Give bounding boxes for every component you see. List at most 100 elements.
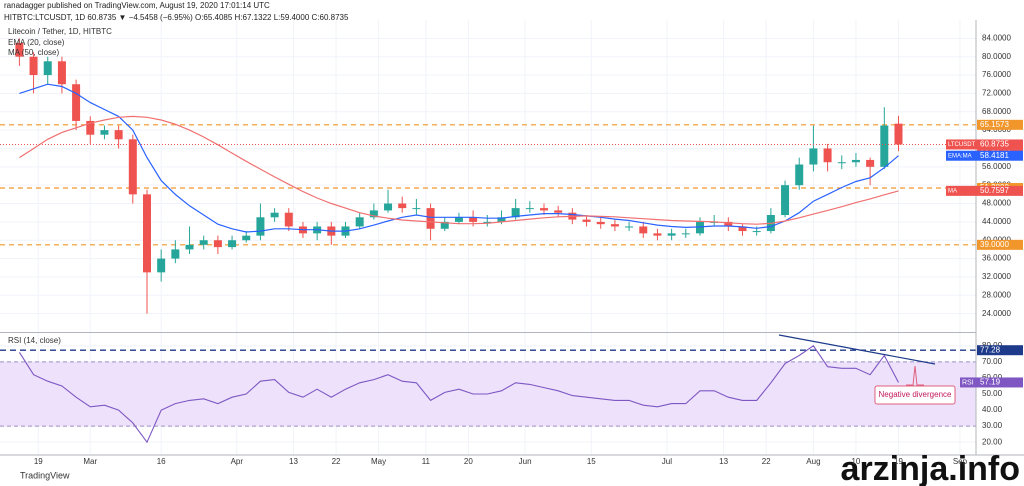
candle-body xyxy=(284,212,293,227)
rsi-badge-name: RSI xyxy=(962,379,974,386)
watermark: arzinja.info xyxy=(841,450,1020,486)
candle-body xyxy=(724,221,733,227)
x-tick-label: 13 xyxy=(719,457,728,466)
x-tick-label: 22 xyxy=(332,457,341,466)
rsi-badge-name-box xyxy=(960,377,977,388)
candle-body xyxy=(752,231,761,233)
candle-body xyxy=(681,233,690,235)
candle-body xyxy=(199,240,208,245)
candle-body xyxy=(213,240,222,248)
badge-name: LTCUSDT xyxy=(948,142,976,148)
candle-body xyxy=(384,203,393,211)
candle-body xyxy=(866,159,875,167)
legend-ema: EMA (20, close) xyxy=(8,38,65,47)
rsi-line xyxy=(18,345,899,444)
candle-body xyxy=(157,258,166,273)
x-tick-label: Jun xyxy=(519,457,532,466)
annotation-box xyxy=(874,385,956,405)
y-tick-label: 84.0000 xyxy=(982,33,1011,42)
candle-body xyxy=(596,221,605,225)
y-tick-label: 80.0000 xyxy=(982,52,1011,61)
y-tick-label: 32.0000 xyxy=(982,272,1011,281)
level-label: 65.1573 xyxy=(980,120,1009,129)
candle-body xyxy=(837,162,846,164)
badge-name-box xyxy=(946,150,977,161)
x-tick-label: Apr xyxy=(231,457,244,466)
candle-body xyxy=(880,125,889,167)
candle-body xyxy=(667,233,676,236)
price-pane xyxy=(0,20,976,332)
x-tick-label: Jul xyxy=(662,457,672,466)
y-tick-label: 50.00 xyxy=(982,389,1003,398)
y-tick-label: 44.0000 xyxy=(982,217,1011,226)
x-tick-label: 13 xyxy=(289,457,298,466)
candle-body xyxy=(86,120,95,135)
candle-body xyxy=(440,221,449,229)
candle-body xyxy=(228,240,237,248)
candle-body xyxy=(355,217,364,227)
x-tick-label: 20 xyxy=(464,457,473,466)
y-tick-label: 72.0000 xyxy=(982,89,1011,98)
candle-body xyxy=(185,244,194,250)
y-tick-label: 68.0000 xyxy=(982,107,1011,116)
x-tick-label: 22 xyxy=(762,457,771,466)
x-tick-label: Aug xyxy=(806,457,820,466)
overlay-line xyxy=(19,115,899,225)
y-tick-label: 70.00 xyxy=(982,357,1003,366)
rsi-title: RSI (14, close) xyxy=(8,336,61,345)
level-badge xyxy=(977,119,1023,130)
y-tick-label: 24.0000 xyxy=(982,309,1011,318)
x-tick-label: 19 xyxy=(894,457,903,466)
candle-body xyxy=(625,226,634,228)
published-line: ranadagger published on TradingView.com,… xyxy=(4,1,270,10)
candle-body xyxy=(738,226,747,232)
candle-body xyxy=(695,221,704,234)
logo: TradingView xyxy=(20,470,70,480)
candle-body xyxy=(554,210,563,213)
candle-body xyxy=(894,123,903,145)
candle-body xyxy=(469,217,478,222)
candle-body xyxy=(795,164,804,186)
y-tick-label: 40.00 xyxy=(982,405,1003,414)
candle-body xyxy=(426,208,435,229)
candle-body xyxy=(540,208,549,211)
y-tick-label: 30.00 xyxy=(982,421,1003,430)
candle-body xyxy=(270,212,279,218)
badge-name-box xyxy=(946,139,977,150)
symbol-line: HITBTC:LTCUSDT, 1D 60.8735 ▼ −4.5458 (−6… xyxy=(4,13,349,22)
candle-body xyxy=(809,148,818,165)
candle-body xyxy=(497,217,506,222)
y-tick-label: 76.0000 xyxy=(982,70,1011,79)
candle-body xyxy=(412,208,421,210)
rsi-pane xyxy=(0,333,976,455)
annotation-text: Negative divergence xyxy=(879,390,952,399)
candle-body xyxy=(114,130,123,140)
y-tick-label: 20.00 xyxy=(982,437,1003,446)
divergence-trendline xyxy=(778,334,936,365)
y-tick-label: 28.0000 xyxy=(982,290,1011,299)
candle-body xyxy=(653,233,662,236)
candle-body xyxy=(483,221,492,223)
candle-body xyxy=(823,148,832,163)
badge-value-box xyxy=(977,185,1023,196)
y-tick-label: 48.0000 xyxy=(982,199,1011,208)
x-tick-label: 11 xyxy=(422,457,431,466)
price-title: Litecoin / Tether, 1D, HITBTC xyxy=(8,27,112,36)
legend-ma: MA (50, close) xyxy=(8,48,59,57)
x-tick-label: May xyxy=(371,457,386,466)
overlay-line xyxy=(19,83,899,233)
candle-body xyxy=(242,235,251,241)
candle-body xyxy=(128,139,137,195)
candle-body xyxy=(29,56,38,76)
candle-body xyxy=(369,210,378,218)
x-tick-label: 19 xyxy=(34,457,43,466)
candle-body xyxy=(43,61,52,76)
x-tick-label: 15 xyxy=(587,457,596,466)
badge-value-box xyxy=(977,150,1023,161)
badge-name: MA xyxy=(948,188,957,194)
candle-body xyxy=(72,84,81,121)
y-tick-label: 36.0000 xyxy=(982,254,1011,263)
badge-value: 60.8735 xyxy=(980,140,1009,149)
level-badge xyxy=(977,239,1023,250)
